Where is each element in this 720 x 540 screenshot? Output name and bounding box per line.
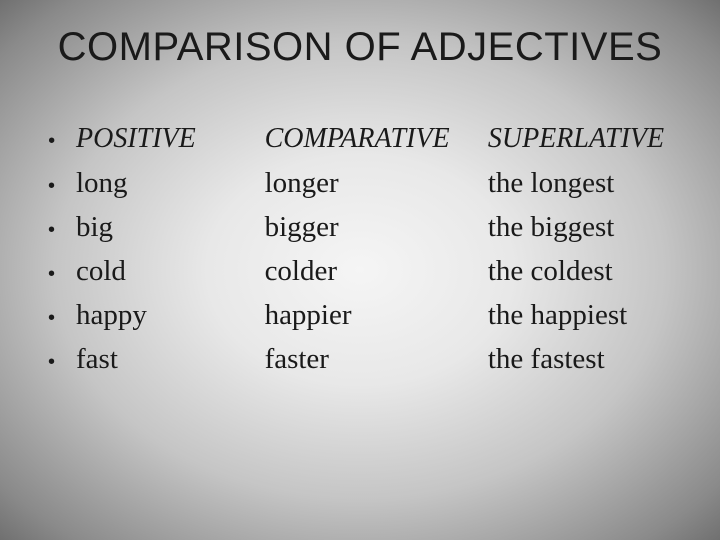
cell-superlative: the happiest xyxy=(488,301,627,330)
table-row: longer xyxy=(265,169,488,213)
column-positive: • POSITIVE • long • big • cold • happy •… xyxy=(48,125,265,389)
table-row: the fastest xyxy=(488,345,690,389)
header-positive: • POSITIVE xyxy=(48,125,265,169)
slide-title: COMPARISON OF ADJECTIVES xyxy=(30,25,690,70)
table-row: • happy xyxy=(48,301,265,345)
cell-comparative: longer xyxy=(265,169,339,198)
column-comparative: COMPARATIVE longer bigger colder happier… xyxy=(265,125,488,389)
header-label: SUPERLATIVE xyxy=(488,125,664,153)
table-row: the happiest xyxy=(488,301,690,345)
table-content: • POSITIVE • long • big • cold • happy •… xyxy=(30,125,690,389)
table-row: the longest xyxy=(488,169,690,213)
cell-comparative: happier xyxy=(265,301,352,330)
cell-comparative: faster xyxy=(265,345,329,374)
bullet-icon: • xyxy=(48,351,55,373)
bullet-icon: • xyxy=(48,219,55,241)
header-comparative: COMPARATIVE xyxy=(265,125,488,169)
table-row: bigger xyxy=(265,213,488,257)
column-superlative: SUPERLATIVE the longest the biggest the … xyxy=(488,125,690,389)
table-row: colder xyxy=(265,257,488,301)
cell-positive: fast xyxy=(76,345,118,374)
table-row: • big xyxy=(48,213,265,257)
header-superlative: SUPERLATIVE xyxy=(488,125,690,169)
table-row: • fast xyxy=(48,345,265,389)
cell-superlative: the coldest xyxy=(488,257,613,286)
table-row: happier xyxy=(265,301,488,345)
bullet-icon: • xyxy=(48,307,55,329)
cell-comparative: colder xyxy=(265,257,337,286)
cell-positive: big xyxy=(76,213,113,242)
cell-superlative: the longest xyxy=(488,169,614,198)
header-label: POSITIVE xyxy=(76,125,196,153)
table-row: faster xyxy=(265,345,488,389)
slide: COMPARISON OF ADJECTIVES • POSITIVE • lo… xyxy=(0,0,720,540)
cell-positive: happy xyxy=(76,301,147,330)
bullet-icon: • xyxy=(48,130,55,152)
table-row: • long xyxy=(48,169,265,213)
cell-positive: cold xyxy=(76,257,126,286)
bullet-icon: • xyxy=(48,263,55,285)
cell-superlative: the biggest xyxy=(488,213,614,242)
cell-comparative: bigger xyxy=(265,213,339,242)
cell-superlative: the fastest xyxy=(488,345,605,374)
header-label: COMPARATIVE xyxy=(265,125,450,153)
bullet-icon: • xyxy=(48,175,55,197)
table-row: • cold xyxy=(48,257,265,301)
table-row: the biggest xyxy=(488,213,690,257)
cell-positive: long xyxy=(76,169,128,198)
table-row: the coldest xyxy=(488,257,690,301)
